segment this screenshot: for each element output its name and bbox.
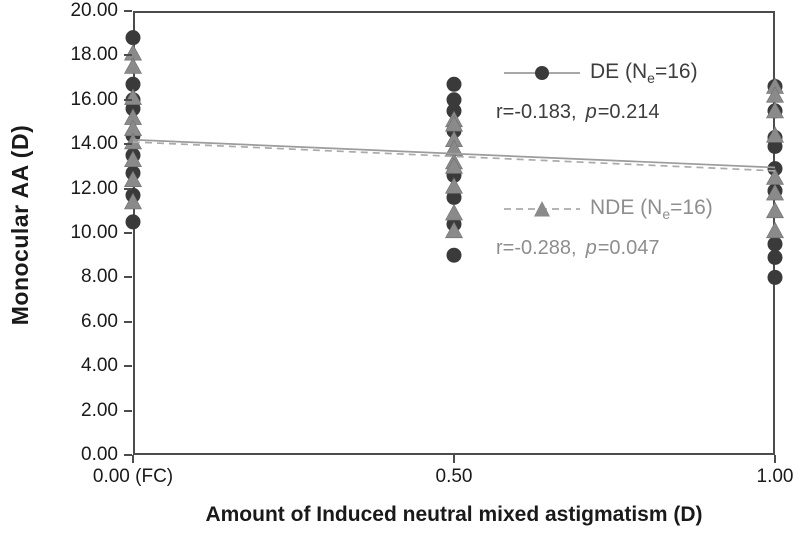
y-tick-mark bbox=[124, 232, 132, 234]
y-tick-label: 0.00 bbox=[81, 444, 118, 465]
nde-data-point bbox=[444, 177, 464, 194]
de-data-point bbox=[446, 189, 462, 205]
x-tick-mark bbox=[132, 455, 134, 463]
y-tick-label: 2.00 bbox=[81, 399, 118, 421]
y-tick-mark bbox=[124, 276, 132, 279]
y-tick-label: 6.00 bbox=[81, 310, 118, 332]
de-p-label: p bbox=[585, 101, 597, 123]
y-tick-label: 18.00 bbox=[70, 44, 118, 66]
de-p-value: =0.214 bbox=[597, 101, 660, 123]
de-data-point bbox=[767, 236, 783, 252]
y-tick-label: 12.00 bbox=[70, 177, 118, 199]
de-legend-subscript: e bbox=[647, 70, 655, 87]
y-tick-label: 10.00 bbox=[70, 222, 118, 243]
nde-legend-marker bbox=[534, 201, 550, 217]
nde-data-point bbox=[765, 201, 785, 219]
y-tick-mark bbox=[124, 320, 132, 323]
de-data-point bbox=[446, 76, 462, 92]
nde-data-point bbox=[444, 221, 464, 239]
nde-p-value: =0.047 bbox=[597, 237, 660, 259]
de-data-point bbox=[767, 138, 783, 154]
legend-item-de: DE (Ne=16) bbox=[504, 60, 698, 86]
y-tick-label: 20.00 bbox=[70, 0, 118, 21]
nde-data-point bbox=[123, 170, 143, 188]
nde-data-point bbox=[765, 183, 785, 201]
x-tick-label: 0.50 bbox=[435, 466, 473, 487]
y-tick-label: 16.00 bbox=[70, 88, 118, 110]
nde-correlation-stats: r=-0.288, p=0.047 bbox=[496, 237, 659, 260]
de-data-point bbox=[125, 76, 141, 92]
nde-data-point bbox=[444, 203, 464, 221]
de-trendline bbox=[132, 138, 776, 169]
nde-legend-suffix: =16) bbox=[670, 196, 713, 219]
nde-data-point bbox=[765, 126, 785, 143]
de-data-point bbox=[767, 249, 783, 265]
de-legend-label: DE (Ne=16) bbox=[590, 60, 698, 86]
nde-legend-prefix: NDE (N bbox=[590, 196, 663, 219]
y-tick-label: 4.00 bbox=[81, 355, 118, 377]
nde-data-point bbox=[444, 157, 464, 174]
nde-data-point bbox=[123, 192, 143, 210]
y-axis-title: Monocular AA (D) bbox=[7, 124, 33, 326]
y-tick-label: 8.00 bbox=[81, 266, 118, 288]
y-tick-mark bbox=[124, 409, 132, 412]
nde-r-value: r=-0.288, bbox=[496, 237, 577, 259]
de-legend-suffix: =16) bbox=[654, 60, 698, 83]
nde-data-point bbox=[123, 57, 143, 74]
de-data-point bbox=[767, 269, 783, 285]
y-tick-mark bbox=[124, 143, 132, 146]
x-tick-label: 0.00 (FC) bbox=[92, 466, 174, 487]
y-tick-mark bbox=[124, 365, 132, 368]
x-tick-mark bbox=[774, 455, 776, 463]
nde-data-point bbox=[123, 150, 143, 168]
de-legend-marker bbox=[535, 66, 549, 81]
plot-canvas bbox=[123, 30, 785, 285]
nde-line-marker-sample bbox=[504, 201, 580, 217]
y-tick-mark bbox=[124, 454, 132, 456]
legend-item-nde: NDE (Ne=16) bbox=[504, 196, 713, 222]
y-tick-mark bbox=[124, 10, 132, 12]
y-tick-mark bbox=[124, 98, 132, 101]
nde-p-label: p bbox=[585, 237, 597, 259]
de-data-point bbox=[446, 92, 462, 108]
nde-legend-label: NDE (Ne=16) bbox=[590, 196, 713, 222]
x-tick-label: 1.00 bbox=[756, 466, 794, 487]
x-tick-mark bbox=[453, 455, 455, 463]
y-tick-mark bbox=[124, 187, 132, 190]
nde-data-point bbox=[765, 101, 785, 119]
y-tick-mark bbox=[124, 54, 132, 57]
de-legend-prefix: DE (N bbox=[590, 60, 648, 83]
nde-data-point bbox=[765, 221, 785, 239]
nde-legend-subscript: e bbox=[662, 206, 671, 223]
de-data-point bbox=[125, 214, 141, 230]
x-axis-title: Amount of Induced neutral mixed astigmat… bbox=[205, 503, 703, 526]
de-data-point bbox=[446, 247, 462, 263]
de-line-marker-sample bbox=[504, 66, 580, 81]
de-data-point bbox=[125, 30, 141, 46]
y-tick-label: 14.00 bbox=[70, 133, 118, 155]
de-r-value: r=-0.183, bbox=[496, 101, 577, 123]
de-correlation-stats: r=-0.183, p=0.214 bbox=[496, 101, 659, 124]
